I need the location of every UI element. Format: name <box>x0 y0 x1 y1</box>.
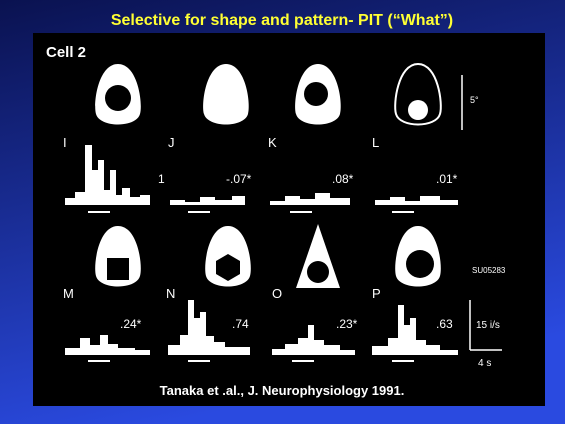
slide: Selective for shape and pattern- PIT (“W… <box>0 0 565 424</box>
cell-id: SU05283 <box>472 266 506 275</box>
panel-label: O <box>272 286 282 301</box>
panel-response: .23* <box>336 317 358 331</box>
panel-response: .24* <box>120 317 142 331</box>
panel-response: -.07* <box>226 172 252 186</box>
panel-response: .74 <box>232 317 249 331</box>
panel-label: M <box>63 286 74 301</box>
citation: Tanaka et .al., J. Neurophysiology 1991. <box>160 383 405 398</box>
panel-label: K <box>268 135 277 150</box>
angle-scale: 5° <box>470 95 479 105</box>
panel-label: J <box>168 135 175 150</box>
panel-label: N <box>166 286 175 301</box>
panel-response: .01* <box>436 172 458 186</box>
panel-label: L <box>372 135 379 150</box>
panel-response: .63 <box>436 317 453 331</box>
page: Selective for shape and pattern- PIT (“W… <box>0 0 565 424</box>
panel-label: P <box>372 286 381 301</box>
panel-response: .08* <box>332 172 354 186</box>
cell-heading: Cell 2 <box>46 44 86 61</box>
slide-title: Selective for shape and pattern- PIT (“W… <box>111 12 453 29</box>
panel-label: I <box>63 135 67 150</box>
time-scale: 4 s <box>478 358 491 369</box>
panel-response: 1 <box>158 172 165 186</box>
rate-scale: 15 i/s <box>476 320 500 331</box>
